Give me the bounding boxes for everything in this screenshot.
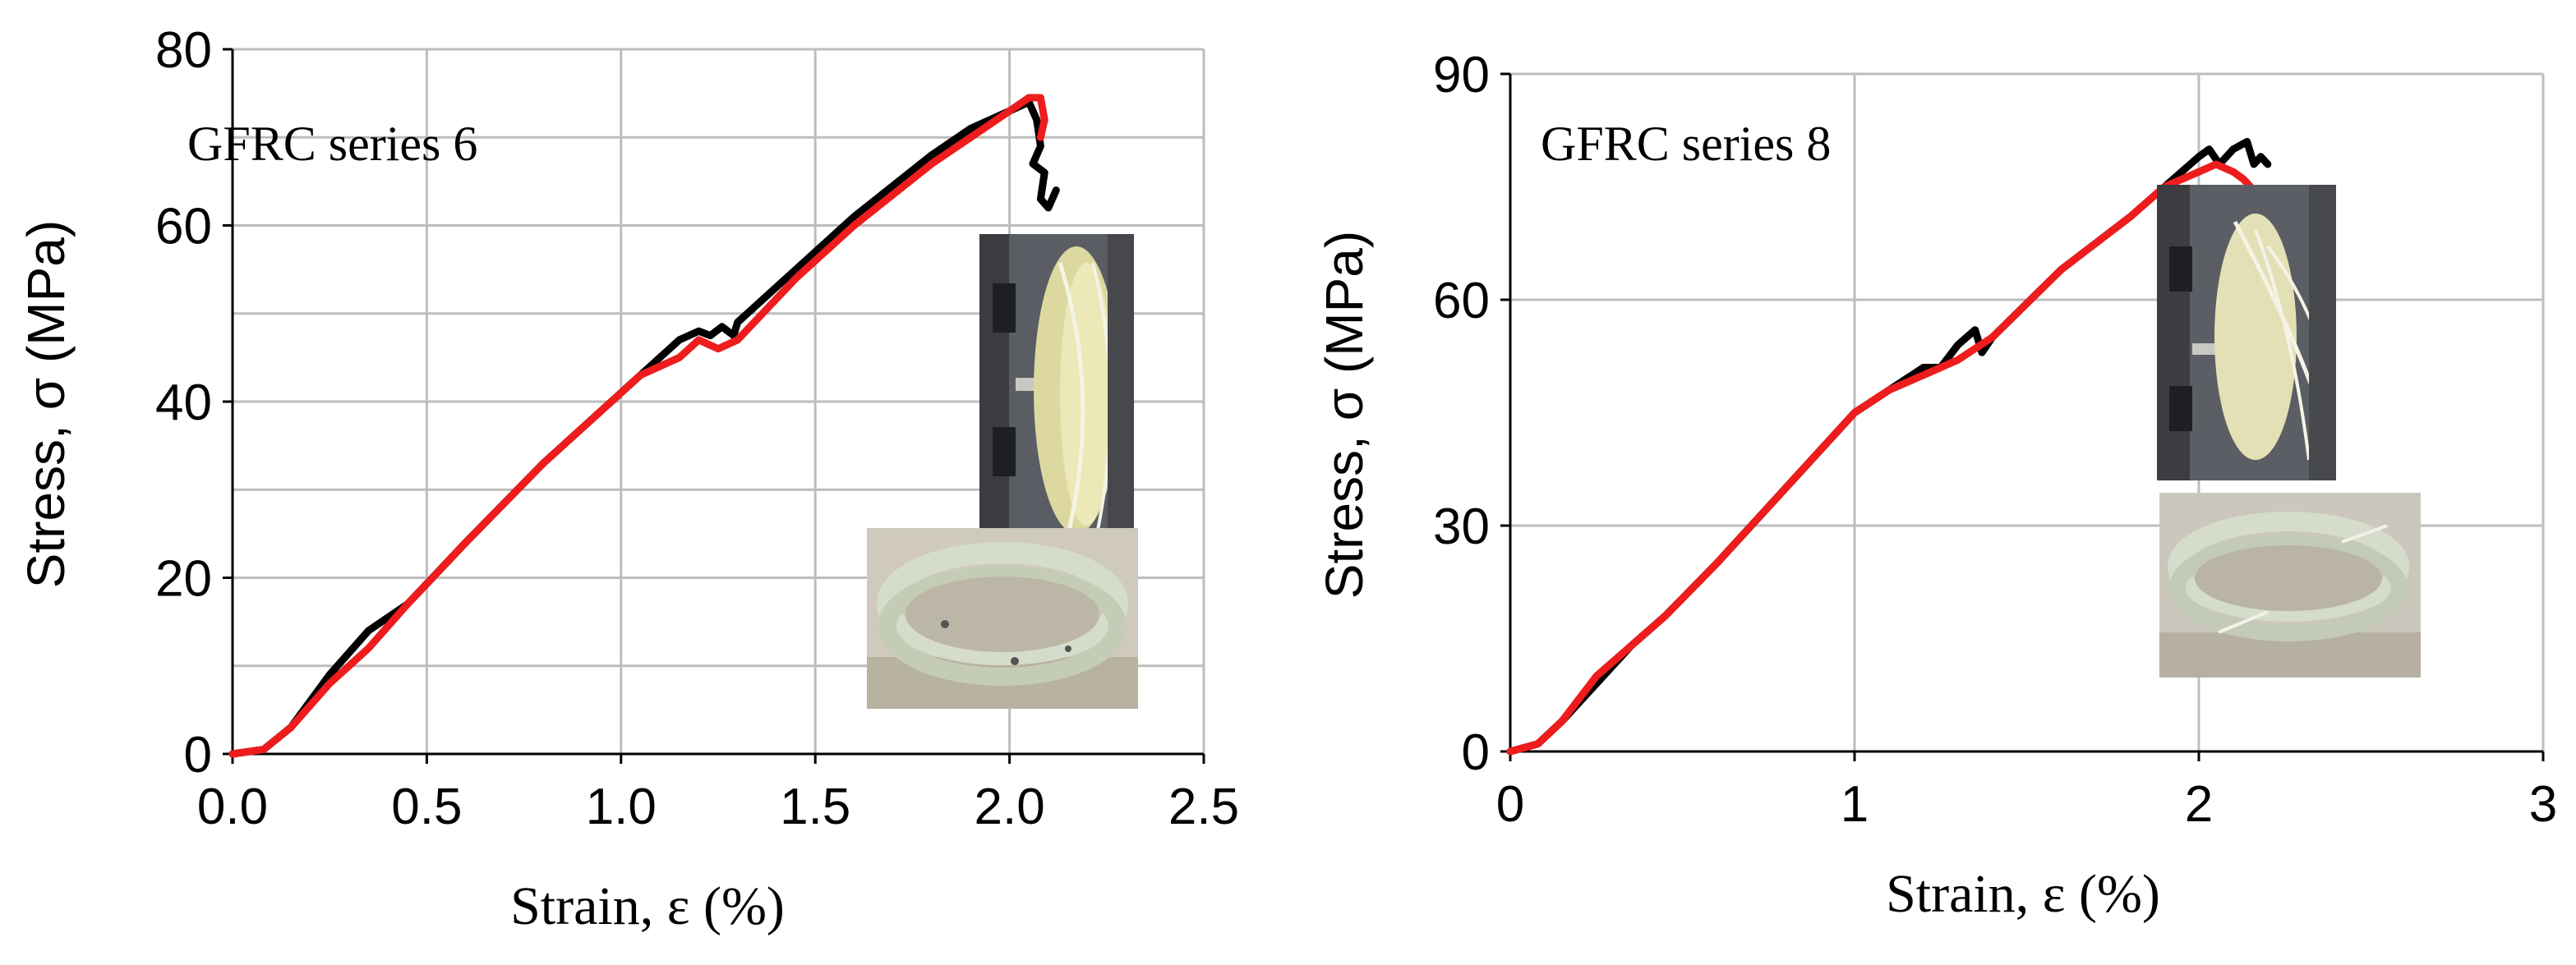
chart1-ylabel: Stress, σ (MPa) <box>16 220 76 588</box>
x-tick-label: 0 <box>1496 776 1524 833</box>
x-tick-label: 1 <box>1841 776 1869 833</box>
y-tick-label: 0 <box>184 727 212 783</box>
y-tick-label: 60 <box>1433 273 1490 329</box>
chart1-tick-labels: 0.0 0.5 1.0 1.5 2.0 2.5 0 20 40 60 80 <box>155 22 1239 835</box>
series-line-black <box>1506 138 2272 756</box>
y-tick-label: 90 <box>1433 47 1490 103</box>
x-tick-label: 2.0 <box>974 779 1044 835</box>
y-tick-label: 60 <box>155 199 212 255</box>
y-tick-label: 40 <box>155 375 212 431</box>
x-tick-label: 0.0 <box>197 779 268 835</box>
x-tick-label: 1.5 <box>780 779 850 835</box>
x-tick-label: 2.5 <box>1168 779 1239 835</box>
series-line-red <box>1506 160 2255 756</box>
y-tick-label: 80 <box>155 22 212 79</box>
y-tick-label: 20 <box>155 551 212 608</box>
x-tick-label: 2 <box>2185 776 2213 833</box>
chart2-series <box>1506 138 2272 756</box>
chart2-ylabel: Stress, σ (MPa) <box>1315 231 1374 599</box>
x-tick-label: 0.5 <box>391 779 462 835</box>
chart-series-6: 0.0 0.5 1.0 1.5 2.0 2.5 0 20 40 60 80 GFRC series … <box>16 22 1239 936</box>
chart1-axes <box>223 48 1205 764</box>
y-tick-label: 0 <box>1462 724 1490 781</box>
specimen-ring-photo-1 <box>867 528 1138 709</box>
chart1-xlabel: Strain, ε (%) <box>510 876 785 936</box>
specimen-test-photo-2 <box>2157 185 2336 480</box>
chart1-title: GFRC series 6 <box>187 117 477 171</box>
chart1-series <box>228 94 1060 758</box>
x-tick-label: 3 <box>2529 776 2557 833</box>
series-line-red <box>228 94 1048 758</box>
x-tick-label: 1.0 <box>586 779 657 835</box>
specimen-ring-photo-2 <box>2159 493 2421 678</box>
chart2-xlabel: Strain, ε (%) <box>1886 864 2160 924</box>
y-tick-label: 30 <box>1433 499 1490 555</box>
specimen-test-photo-1 <box>979 234 1134 563</box>
chart2-title: GFRC series 8 <box>1541 117 1831 171</box>
